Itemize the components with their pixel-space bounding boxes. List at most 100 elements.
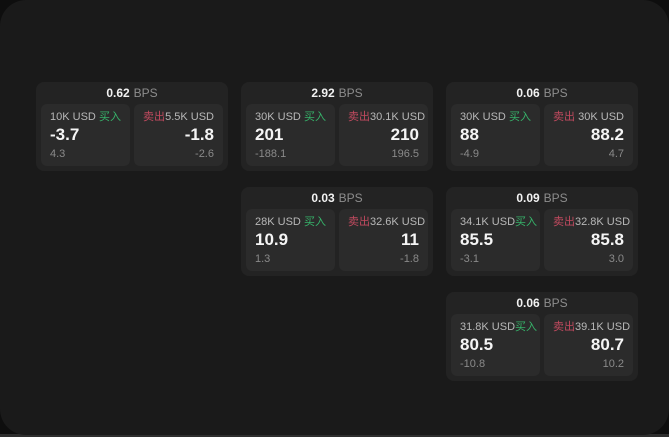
- card-header: 2.92 BPS: [241, 82, 433, 104]
- bps-value: 0.09: [516, 191, 540, 205]
- sell-amount: 32.6K USD: [370, 216, 426, 228]
- buy-amount: 28K USD: [255, 216, 301, 228]
- background-edge-strip: [0, 434, 669, 437]
- buy-amount: 31.8K USD: [460, 321, 516, 333]
- card-header: 0.03 BPS: [241, 187, 433, 209]
- buy-tag: 买入: [99, 111, 121, 123]
- buy-price: 10.9: [255, 230, 289, 249]
- buy-sub-value: -10.8: [460, 358, 486, 370]
- card-header: 0.09 BPS: [446, 187, 638, 209]
- buy-amount: 30K USD: [255, 111, 301, 123]
- sell-amount: 39.1K USD: [575, 321, 631, 333]
- sell-amount: 30.1K USD: [370, 111, 426, 123]
- sell-sub-value: 4.7: [608, 148, 624, 160]
- card-header: 0.62 BPS: [36, 82, 228, 104]
- sell-quote-panel[interactable]: 卖出 5.5K USD -1.8 -2.6: [134, 104, 223, 166]
- buy-quote-panel[interactable]: 30K USD 买入 88 -4.9: [451, 104, 540, 166]
- card-header: 0.06 BPS: [446, 292, 638, 314]
- buy-quote-panel[interactable]: 30K USD 买入 201 -188.1: [246, 104, 335, 166]
- sell-price: 85.8: [590, 230, 624, 249]
- buy-price: 88: [460, 125, 479, 144]
- quote-card-2: 2.92 BPS 30K USD 买入 201 -188.1 卖出 30.1K …: [241, 82, 433, 171]
- sell-price: 11: [401, 230, 419, 249]
- buy-panel-top: 30K USD 买入: [255, 111, 326, 123]
- sell-tag: 卖出: [553, 321, 575, 333]
- buy-amount: 34.1K USD: [460, 216, 516, 228]
- sell-price: 80.7: [590, 335, 624, 354]
- quote-card-6: 0.06 BPS 31.8K USD 买入 80.5 -10.8 卖出 39.1…: [446, 292, 638, 381]
- sell-tag: 卖出: [143, 111, 165, 123]
- quote-card-3: 0.06 BPS 30K USD 买入 88 -4.9 卖出 30K USD 8…: [446, 82, 638, 171]
- card-body: 30K USD 买入 201 -188.1 卖出 30.1K USD 210 1…: [241, 104, 433, 166]
- bps-unit-label: BPS: [133, 86, 158, 100]
- bps-value: 0.06: [516, 296, 540, 310]
- bps-unit-label: BPS: [543, 296, 568, 310]
- buy-tag: 买入: [515, 321, 538, 333]
- sell-panel-top: 卖出 30K USD: [553, 111, 624, 123]
- bps-value: 0.62: [106, 86, 130, 100]
- card-body: 34.1K USD 买入 85.5 -3.1 卖出 32.8K USD 85.8…: [446, 209, 638, 271]
- card-body: 31.8K USD 买入 80.5 -10.8 卖出 39.1K USD 80.…: [446, 314, 638, 376]
- buy-price: 80.5: [460, 335, 494, 354]
- sell-tag: 卖出: [348, 111, 370, 123]
- buy-panel-top: 31.8K USD 买入: [460, 321, 537, 333]
- buy-sub-value: 4.3: [50, 148, 66, 160]
- sell-sub-value: -2.6: [195, 148, 214, 160]
- buy-panel-top: 34.1K USD 买入: [460, 216, 537, 228]
- buy-price: 85.5: [460, 230, 494, 249]
- buy-price: 201: [255, 125, 284, 144]
- bps-unit-label: BPS: [338, 86, 363, 100]
- sell-quote-panel[interactable]: 卖出 39.1K USD 80.7 10.2: [544, 314, 633, 376]
- bps-unit-label: BPS: [338, 191, 363, 205]
- sell-price: 210: [390, 125, 419, 144]
- buy-sub-value: -188.1: [255, 148, 287, 160]
- sell-amount: 5.5K USD: [165, 111, 214, 123]
- sell-panel-top: 卖出 32.8K USD: [553, 216, 630, 228]
- buy-tag: 买入: [515, 216, 538, 228]
- buy-panel-top: 28K USD 买入: [255, 216, 326, 228]
- sell-panel-top: 卖出 5.5K USD: [143, 111, 214, 123]
- quote-card-5: 0.09 BPS 34.1K USD 买入 85.5 -3.1 卖出 32.8K…: [446, 187, 638, 276]
- buy-tag: 买入: [509, 111, 531, 123]
- buy-amount: 10K USD: [50, 111, 96, 123]
- quote-card-1: 0.62 BPS 10K USD 买入 -3.7 4.3 卖出 5.5K USD…: [36, 82, 228, 171]
- buy-quote-panel[interactable]: 34.1K USD 买入 85.5 -3.1: [451, 209, 540, 271]
- sell-quote-panel[interactable]: 卖出 30K USD 88.2 4.7: [544, 104, 633, 166]
- sell-panel-top: 卖出 32.6K USD: [348, 216, 425, 228]
- buy-quote-panel[interactable]: 10K USD 买入 -3.7 4.3: [41, 104, 130, 166]
- buy-tag: 买入: [304, 111, 326, 123]
- bps-value: 2.92: [311, 86, 335, 100]
- sell-sub-value: 3.0: [608, 253, 624, 265]
- sell-panel-top: 卖出 39.1K USD: [553, 321, 630, 333]
- bps-value: 0.06: [516, 86, 540, 100]
- buy-sub-value: 1.3: [255, 253, 271, 265]
- card-body: 10K USD 买入 -3.7 4.3 卖出 5.5K USD -1.8 -2.…: [36, 104, 228, 166]
- sell-quote-panel[interactable]: 卖出 32.8K USD 85.8 3.0: [544, 209, 633, 271]
- buy-panel-top: 30K USD 买入: [460, 111, 531, 123]
- buy-panel-top: 10K USD 买入: [50, 111, 121, 123]
- sell-sub-value: 196.5: [391, 148, 419, 160]
- sell-price: -1.8: [184, 125, 214, 144]
- sell-amount: 32.8K USD: [575, 216, 631, 228]
- bps-unit-label: BPS: [543, 191, 568, 205]
- sell-sub-value: 10.2: [602, 358, 624, 370]
- sell-tag: 卖出: [553, 111, 575, 123]
- sell-panel-top: 卖出 30.1K USD: [348, 111, 425, 123]
- sell-price: 88.2: [590, 125, 624, 144]
- sell-tag: 卖出: [553, 216, 575, 228]
- sell-amount: 30K USD: [578, 111, 624, 123]
- buy-sub-value: -3.1: [460, 253, 479, 265]
- buy-quote-panel[interactable]: 28K USD 买入 10.9 1.3: [246, 209, 335, 271]
- buy-amount: 30K USD: [460, 111, 506, 123]
- bps-unit-label: BPS: [543, 86, 568, 100]
- buy-sub-value: -4.9: [460, 148, 479, 160]
- card-header: 0.06 BPS: [446, 82, 638, 104]
- card-body: 28K USD 买入 10.9 1.3 卖出 32.6K USD 11 -1.8: [241, 209, 433, 271]
- sell-tag: 卖出: [348, 216, 370, 228]
- card-body: 30K USD 买入 88 -4.9 卖出 30K USD 88.2 4.7: [446, 104, 638, 166]
- buy-tag: 买入: [304, 216, 326, 228]
- sell-quote-panel[interactable]: 卖出 32.6K USD 11 -1.8: [339, 209, 428, 271]
- buy-quote-panel[interactable]: 31.8K USD 买入 80.5 -10.8: [451, 314, 540, 376]
- sell-quote-panel[interactable]: 卖出 30.1K USD 210 196.5: [339, 104, 428, 166]
